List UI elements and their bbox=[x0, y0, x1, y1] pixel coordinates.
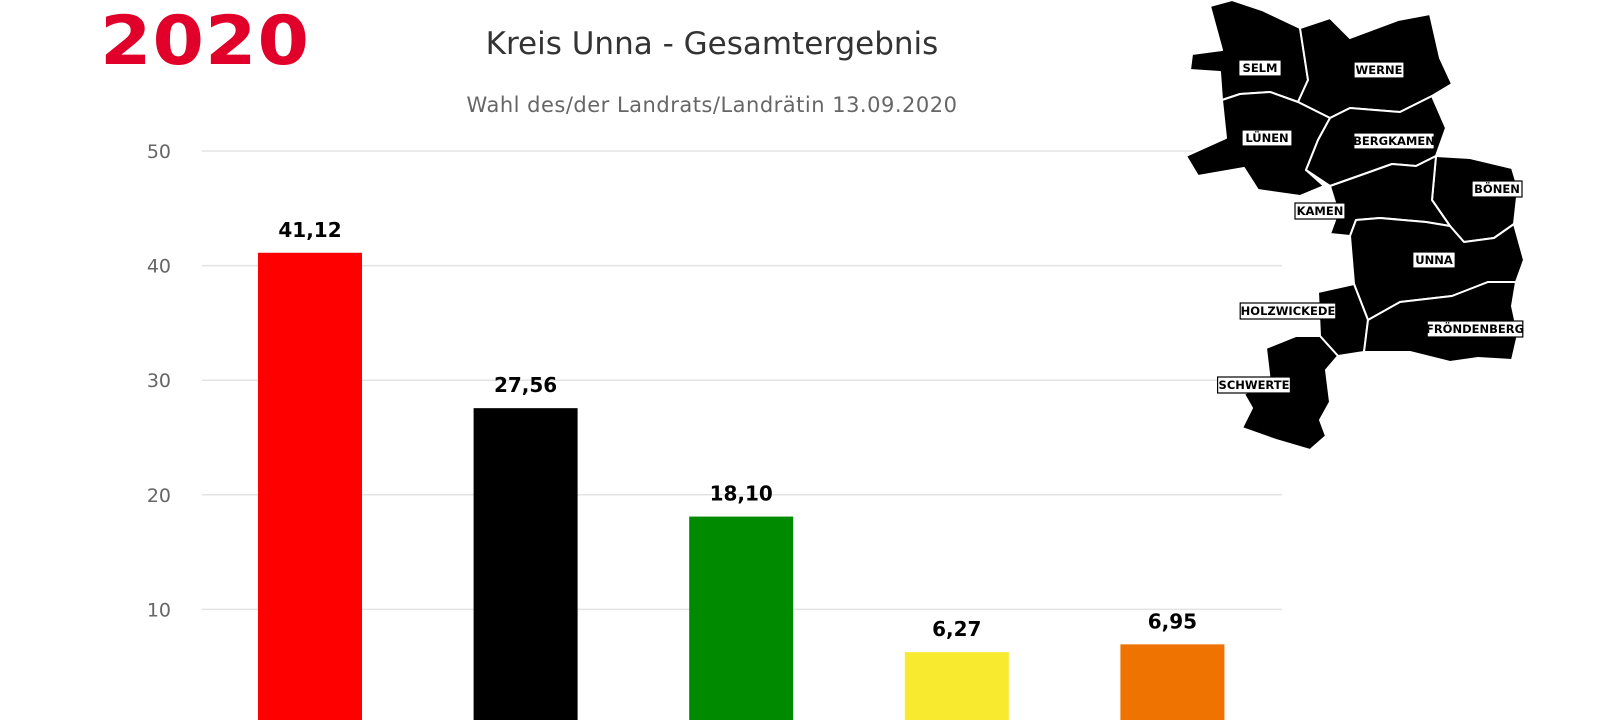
map-label-4: BÖNEN bbox=[1471, 180, 1523, 198]
bar-3 bbox=[689, 516, 794, 720]
data-label-4: 6,27 bbox=[932, 617, 981, 641]
map-label-text: SCHWERTE bbox=[1219, 378, 1290, 392]
map-label-text: WERNE bbox=[1356, 63, 1403, 77]
y-tick-label: 10 bbox=[147, 599, 171, 621]
y-tick-label: 50 bbox=[147, 141, 171, 163]
map-labels: SELM WERNE LÜNEN BERGKAMEN BÖNEN KAMEN UNNA HOL… bbox=[1216, 59, 1524, 394]
bar-2 bbox=[473, 408, 578, 720]
map-label-text: LÜNEN bbox=[1245, 130, 1288, 145]
chart-title: Kreis Unna - Gesamtergebnis bbox=[485, 26, 939, 62]
data-label-5: 6,95 bbox=[1148, 609, 1197, 633]
bar-chart: 10 20 30 40 50 41,12 27,56 18,10 6,27 6,95 bbox=[147, 141, 1282, 720]
bar-4 bbox=[904, 652, 1009, 720]
map-label-text: FRÖNDENBERG bbox=[1426, 321, 1524, 336]
map-label-text: SELM bbox=[1243, 61, 1278, 75]
map-label-3: BERGKAMEN bbox=[1353, 132, 1435, 150]
data-label-2: 27,56 bbox=[494, 373, 557, 397]
map-label-text: KAMEN bbox=[1297, 204, 1344, 218]
map-label-5: KAMEN bbox=[1294, 202, 1346, 220]
data-label-1: 41,12 bbox=[278, 218, 341, 242]
map-label-1: WERNE bbox=[1353, 61, 1405, 79]
map-label-7: HOLZWICKEDE bbox=[1239, 302, 1337, 320]
y-tick-label: 20 bbox=[147, 485, 171, 507]
map-label-8: FRÖNDENBERG bbox=[1426, 320, 1524, 338]
bar-5 bbox=[1120, 644, 1225, 720]
map-label-text: BERGKAMEN bbox=[1353, 134, 1435, 148]
map-label-0: SELM bbox=[1238, 59, 1282, 77]
chart-subtitle: Wahl des/der Landrats/Landrätin 13.09.20… bbox=[466, 93, 958, 117]
data-label-3: 18,10 bbox=[710, 482, 773, 506]
district-map: SELM WERNE LÜNEN BERGKAMEN BÖNEN KAMEN UNNA HOL… bbox=[1185, 0, 1525, 451]
region-selm bbox=[1189, 0, 1309, 103]
map-label-text: BÖNEN bbox=[1474, 181, 1520, 196]
bar-1 bbox=[258, 252, 362, 720]
y-tick-label: 40 bbox=[147, 256, 171, 278]
map-label-6: UNNA bbox=[1412, 251, 1456, 269]
year-logo: 2020 bbox=[100, 1, 310, 81]
y-tick-label: 30 bbox=[147, 370, 171, 392]
map-label-text: HOLZWICKEDE bbox=[1241, 304, 1336, 318]
map-label-2: LÜNEN bbox=[1241, 129, 1293, 147]
map-label-9: SCHWERTE bbox=[1216, 376, 1291, 394]
map-label-text: UNNA bbox=[1415, 253, 1453, 267]
